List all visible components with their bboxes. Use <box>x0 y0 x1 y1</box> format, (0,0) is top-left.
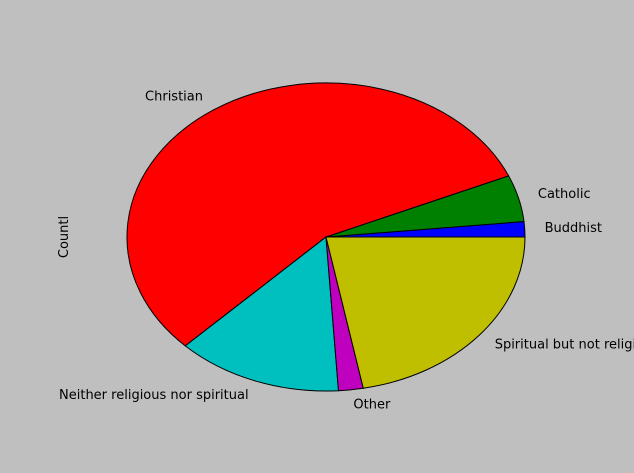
pie-label-other: Other <box>353 398 391 413</box>
pie-slice-spiritual-but-not-religious <box>325 236 526 389</box>
pie-slice-neither-religious-nor-spiritual <box>184 236 340 392</box>
pie-label-christian: Christian <box>145 89 203 104</box>
pie-label-spiritual-but-not-religious: Spiritual but not religious <box>495 338 634 353</box>
pie-label-neither-religious-nor-spiritual: Neither religious nor spiritual <box>59 388 249 403</box>
pie-slices <box>126 82 526 392</box>
pie-slice-christian <box>126 82 510 347</box>
y-axis-label: Countl <box>57 216 72 258</box>
pie-label-buddhist: Buddhist <box>545 221 602 236</box>
pie-label-catholic: Catholic <box>538 187 591 202</box>
pie-labels: Buddhist Catholic Christian Neither religio… <box>59 89 634 412</box>
